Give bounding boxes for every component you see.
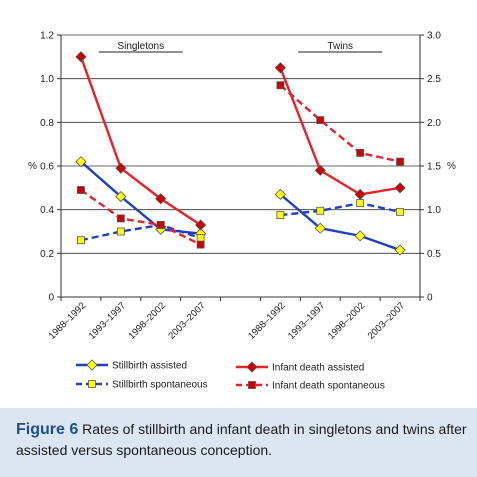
legend-label: Infant death spontaneous: [272, 381, 385, 392]
data-point: [196, 234, 205, 242]
legend-swatch-marker: [88, 380, 96, 388]
x-tick-label: 1998–2002: [326, 300, 367, 341]
y-tick-label-right: 1.0: [427, 205, 441, 216]
legend-swatch-marker: [248, 381, 256, 389]
y-tick-label-left: 0.6: [40, 162, 54, 173]
data-point: [115, 191, 127, 203]
data-point: [356, 199, 365, 208]
series-line: [279, 67, 401, 196]
data-point: [276, 211, 285, 220]
x-tick-label: 1988–1992: [246, 300, 287, 341]
x-tick-label: 2003–2007: [366, 300, 407, 341]
data-point: [196, 240, 205, 249]
chart-svg: 0 0.2 0.4 0.6 0.8 1.0 1.2 0 0.5 1.0 1.5 2.0 2.5 3.0%%…: [28, 31, 456, 392]
y-tick-label-left: 1.2: [40, 31, 54, 42]
y-tick-label-left: 1.0: [40, 74, 54, 85]
legend-label: Stillbirth assisted: [112, 361, 187, 372]
x-tick-label: 1998–2002: [126, 300, 167, 341]
x-tick-label: 1993–1997: [87, 300, 128, 341]
legend-swatch-marker: [86, 359, 98, 371]
legend-label: Infant death assisted: [272, 363, 364, 374]
data-point: [396, 157, 404, 166]
data-point: [316, 206, 325, 215]
y-tick-label-left: 0.8: [40, 118, 54, 129]
y-tick-label-right: 0: [427, 293, 433, 304]
data-point: [274, 62, 286, 74]
data-point: [75, 156, 87, 168]
y-tick-label-right: 2.0: [427, 118, 441, 129]
x-tick-label: 1993–1997: [286, 300, 327, 341]
data-point: [195, 219, 207, 231]
y-tick-label-right: 3.0: [427, 31, 441, 42]
figure-caption: Figure 6 Rates of stillbirth and infant …: [0, 408, 477, 477]
panel-title: Singletons: [117, 41, 164, 52]
y-tick-label-left: 0: [48, 293, 54, 304]
y-tick-label-right: 2.5: [427, 74, 441, 85]
chart-area: 0 0.2 0.4 0.6 0.8 1.0 1.2 0 0.5 1.0 1.5 2.0 2.5 3.0%%…: [28, 30, 456, 392]
data-point: [394, 244, 406, 256]
data-point: [274, 188, 286, 200]
data-point: [314, 164, 326, 176]
data-point: [276, 81, 285, 90]
data-point: [75, 51, 87, 63]
x-tick-label: 2003–2007: [166, 300, 207, 341]
data-point: [354, 188, 366, 200]
figure-caption-text: Rates of stillbirth and infant death in …: [16, 421, 467, 458]
data-point: [115, 162, 127, 174]
data-point: [396, 207, 404, 216]
legend-label: Stillbirth spontaneous: [112, 380, 208, 391]
series-line: [79, 56, 202, 226]
figure-label: Figure 6: [16, 421, 79, 438]
series-line: [280, 201, 401, 217]
data-point: [356, 148, 365, 157]
y-axis-label-right: %: [447, 161, 456, 172]
series-line: [80, 189, 202, 246]
data-point: [394, 182, 406, 194]
y-tick-label-left: 0.4: [40, 205, 54, 216]
series-line: [279, 84, 401, 163]
legend-swatch-marker: [246, 361, 258, 373]
y-tick-label-left: 0.2: [40, 249, 54, 260]
y-tick-label-right: 0.5: [427, 249, 441, 260]
panel-title: Twins: [327, 41, 353, 52]
data-point: [116, 227, 125, 236]
x-tick-label: 1988–1992: [47, 300, 88, 341]
y-axis-label-left: %: [28, 161, 37, 172]
data-point: [116, 214, 125, 223]
data-point: [77, 186, 85, 194]
y-tick-label-right: 1.5: [427, 162, 441, 173]
data-point: [354, 230, 366, 242]
series-line: [279, 193, 401, 252]
data-point: [314, 222, 326, 234]
data-point: [155, 193, 167, 205]
data-point: [316, 116, 325, 125]
data-point: [156, 221, 165, 229]
data-point: [77, 236, 85, 245]
series-line: [80, 223, 201, 242]
